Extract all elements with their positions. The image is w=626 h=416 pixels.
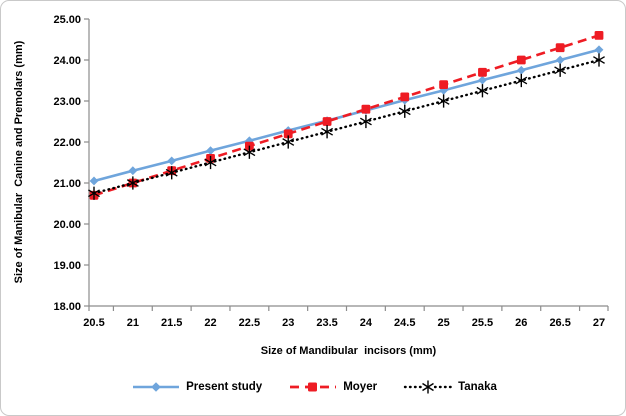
y-tick-label: 20.00	[53, 219, 81, 231]
legend-item-moyer: Moyer	[288, 380, 377, 394]
y-axis-title: Size of Manibular Canine and Premolars (…	[13, 40, 25, 284]
x-tick-label: 25	[437, 317, 449, 329]
legend-item-tanaka: Tanaka	[403, 379, 497, 395]
data-point-moyer	[439, 80, 449, 89]
y-tick-label: 21.00	[53, 178, 81, 190]
data-point-present-study	[206, 146, 215, 156]
data-point-tanaka	[398, 104, 411, 118]
data-point-tanaka	[359, 114, 372, 129]
legend-marker-tanaka-icon	[403, 380, 453, 394]
legend-label-present-study: Present study	[186, 381, 263, 393]
data-point-tanaka	[554, 63, 567, 77]
data-point-present-study	[594, 45, 604, 55]
data-point-tanaka	[515, 73, 528, 88]
data-point-tanaka	[476, 84, 489, 98]
data-point-moyer	[555, 43, 565, 53]
data-point-moyer	[283, 129, 293, 139]
legend-label-moyer: Moyer	[343, 381, 378, 393]
legend-label-tanaka: Tanaka	[458, 381, 497, 393]
data-point-tanaka	[593, 53, 605, 67]
x-tick-label: 23	[282, 317, 294, 329]
data-point-present-study	[89, 176, 99, 186]
x-tick-label: 24.5	[394, 317, 415, 329]
y-tick-label: 24.00	[53, 55, 81, 67]
legend-marker-moyer-icon	[290, 382, 337, 392]
x-tick-label: 21.5	[161, 317, 182, 329]
x-tick-label: 25.5	[472, 317, 493, 329]
data-point-moyer	[594, 31, 604, 40]
y-tick-label: 19.00	[53, 260, 81, 272]
y-tick-label: 23.00	[53, 96, 81, 108]
y-tick-label: 18.00	[53, 301, 81, 313]
data-point-moyer	[478, 67, 487, 77]
x-tick-label: 20.5	[83, 317, 104, 329]
x-tick-label: 21	[127, 317, 139, 329]
data-point-tanaka	[204, 155, 217, 170]
data-point-tanaka	[282, 135, 295, 149]
data-point-tanaka	[165, 166, 178, 180]
x-tick-label: 27	[593, 317, 605, 329]
data-point-present-study	[516, 65, 526, 75]
data-point-tanaka	[243, 145, 256, 159]
data-point-moyer	[361, 104, 371, 114]
legend-marker-present-study-icon	[133, 382, 180, 392]
data-point-tanaka	[321, 125, 334, 139]
y-tick-label: 25.00	[53, 14, 81, 26]
series-line-moyer	[93, 34, 600, 197]
data-point-tanaka	[126, 176, 139, 190]
series-line-tanaka	[92, 58, 601, 195]
data-point-moyer	[322, 117, 332, 126]
data-point-present-study	[167, 156, 177, 166]
data-point-present-study	[478, 75, 487, 85]
x-tick-label: 26	[515, 317, 527, 329]
x-tick-label: 24	[360, 317, 373, 329]
x-tick-label: 22	[204, 317, 216, 329]
y-tick-label: 22.00	[53, 137, 81, 149]
data-point-moyer	[400, 92, 410, 102]
x-axis-title: Size of Mandibular incisors (mm)	[260, 345, 437, 357]
data-point-present-study	[128, 166, 138, 176]
data-point-present-study	[555, 55, 565, 65]
data-point-tanaka	[437, 94, 450, 108]
data-point-tanaka	[88, 186, 100, 200]
data-point-moyer	[516, 55, 526, 65]
x-tick-label: 22.5	[239, 317, 260, 329]
legend-item-present-study: Present study	[131, 380, 262, 394]
legend: Present study Moyer Tanaka	[1, 379, 625, 395]
x-tick-label: 23.5	[316, 317, 337, 329]
x-tick-label: 26.5	[549, 317, 570, 329]
